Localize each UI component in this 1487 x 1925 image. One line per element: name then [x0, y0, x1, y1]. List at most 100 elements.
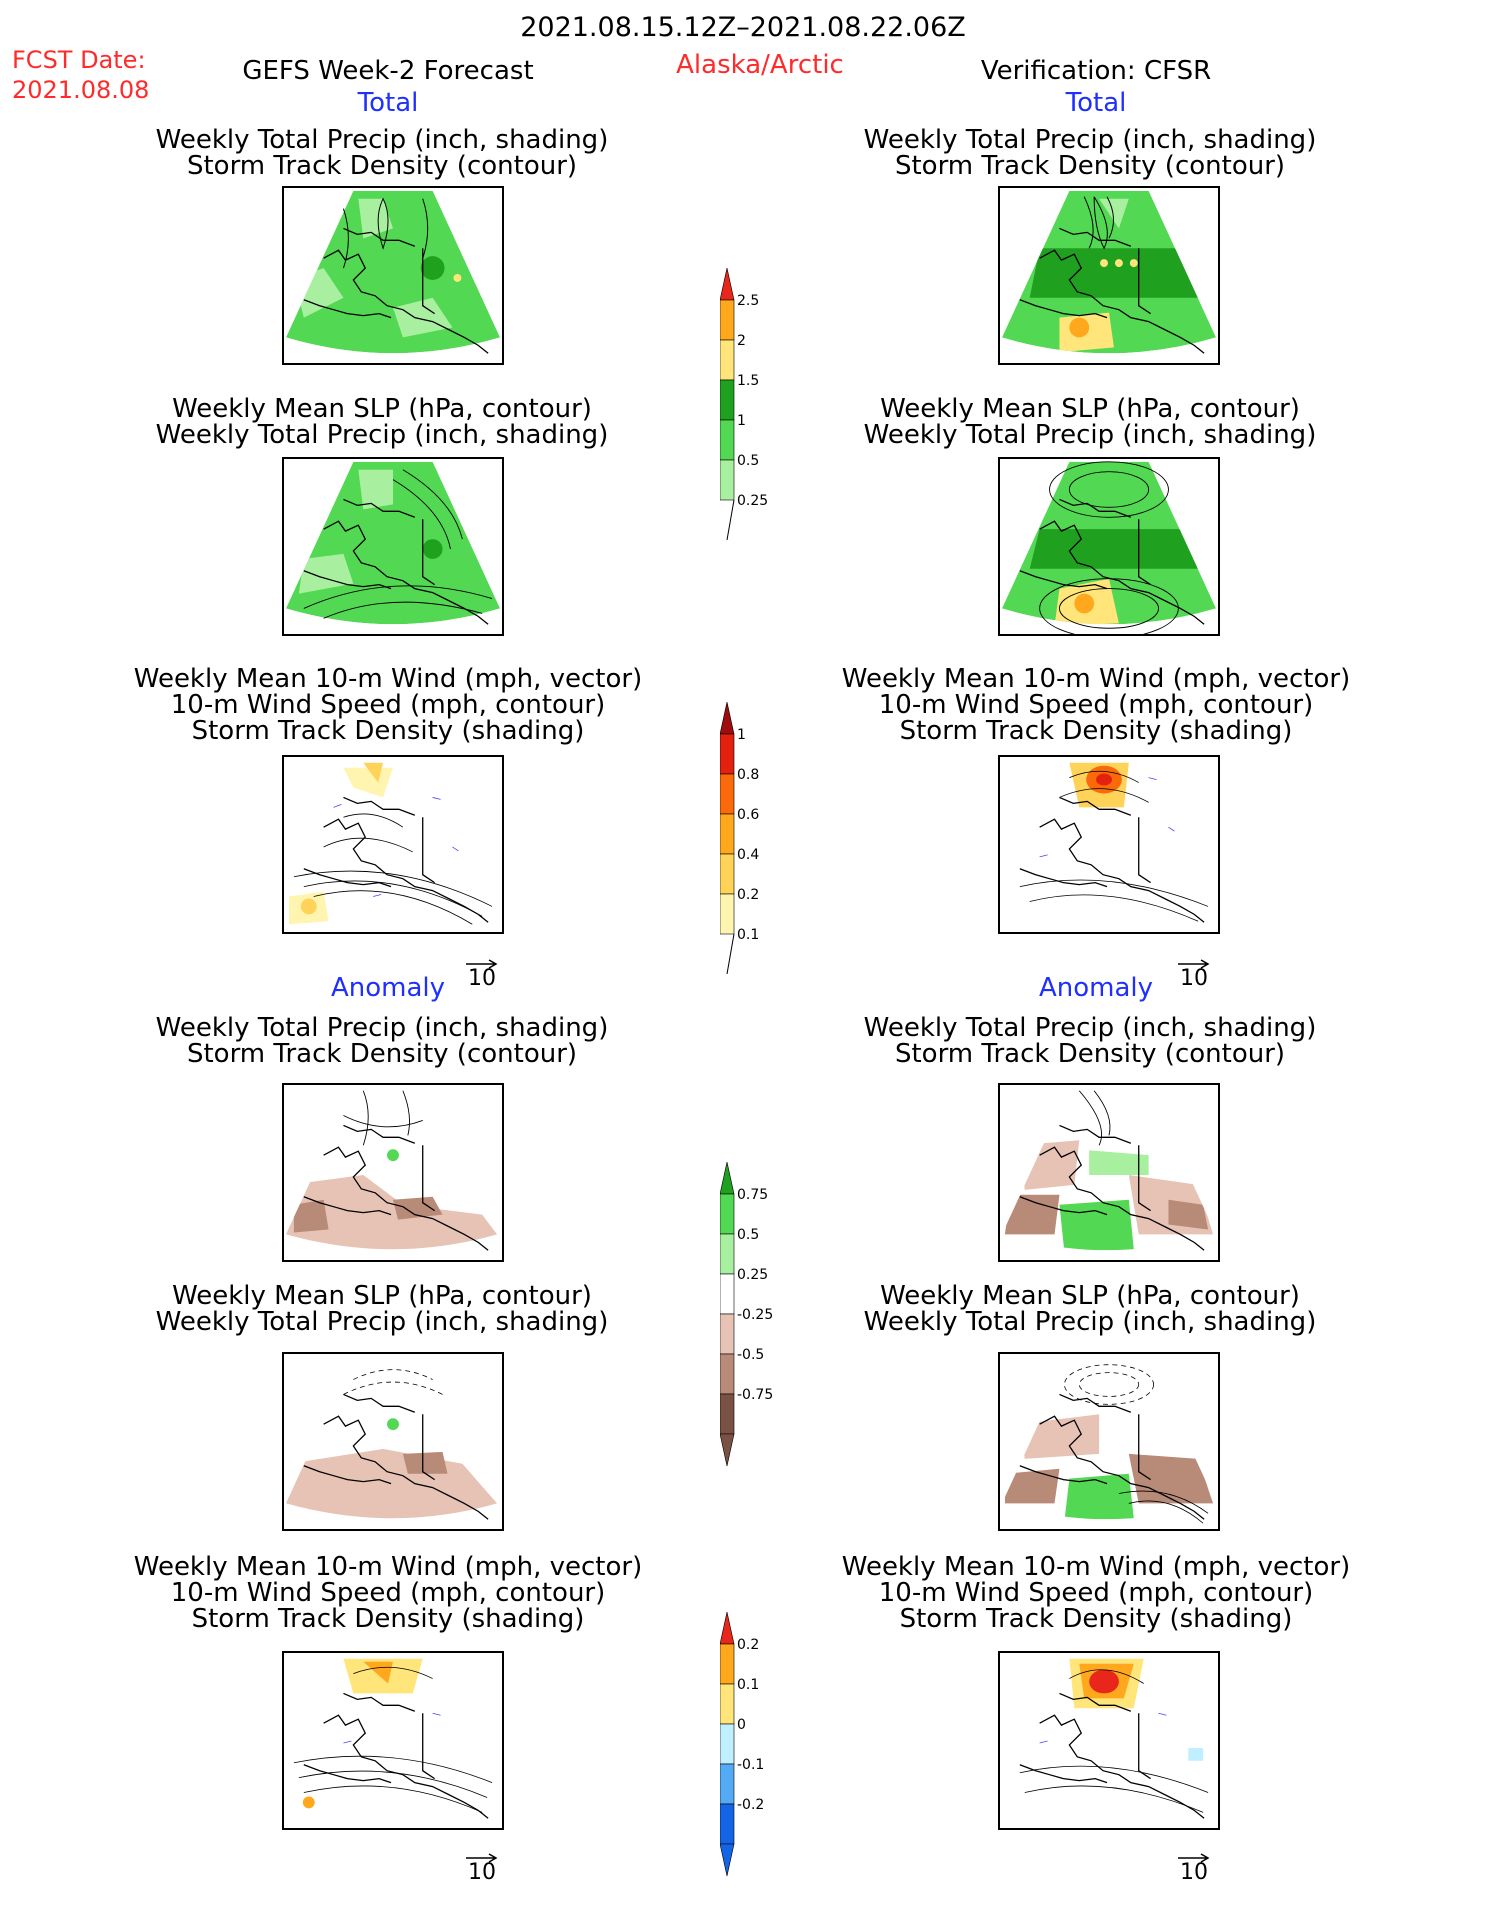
colorbar-top-cap: [719, 1161, 735, 1195]
colorbar-storm-anomaly: 0.2 0.1 0 -0.1 -0.2: [719, 1611, 790, 1920]
panel-title-line: Storm Track Density (shading): [191, 716, 585, 746]
panel-title-line: Weekly Total Precip (inch, shading): [155, 125, 609, 155]
fcst-date-value: 2021.08.08: [12, 76, 150, 104]
colorbar-label: 2.5: [737, 293, 759, 309]
map-total-precip-cfsr: [998, 186, 1220, 365]
colorbar-segment: [719, 1643, 735, 1685]
panel-title-line: Weekly Total Precip (inch, shading): [155, 420, 609, 450]
panel-title-line: 10-m Wind Speed (mph, contour): [878, 690, 1314, 720]
forecast-title: GEFS Week-2 Forecast: [242, 56, 534, 86]
fcst-date-label: FCST Date:: [12, 46, 146, 74]
colorbar-label: 1: [737, 413, 746, 429]
colorbar-segment: [719, 339, 735, 381]
colorbar-label: 0.2: [737, 887, 759, 903]
colorbar-tail: [726, 499, 735, 541]
colorbar-segment: [719, 379, 735, 421]
colorbar-label: 0.6: [737, 807, 759, 823]
panel-title-line: Weekly Total Precip (inch, shading): [863, 420, 1317, 450]
verification-label: Verification: CFSR: [980, 56, 1212, 86]
colorbar-label: 0.2: [737, 1637, 759, 1653]
panel-title-line: Weekly Total Precip (inch, shading): [863, 125, 1317, 155]
colorbar-segment: [719, 1353, 735, 1395]
panel-title-line: Weekly Total Precip (inch, shading): [155, 1013, 609, 1043]
colorbar-precip-total: 2.5 2 1.5 1 0.5 0.25: [719, 267, 790, 584]
colorbar-segment: [719, 1273, 735, 1315]
map-total-wind-cfsr: [998, 755, 1220, 934]
colorbar-label: -0.1: [737, 1757, 764, 1773]
panel-title-line: Weekly Mean 10-m Wind (mph, vector): [841, 1552, 1351, 1582]
panel-title-line: Storm Track Density (contour): [186, 1039, 578, 1069]
colorbar-svg: 2.5 2 1.5 1 0.5 0.25: [719, 267, 768, 541]
colorbar-svg: 0.75 0.5 0.25 -0.25 -0.5 -0.75: [719, 1161, 773, 1467]
map-anom-precip-cfsr: [998, 1083, 1220, 1262]
map-total-slp-gefs: [282, 457, 504, 636]
colorbar-segment: [719, 853, 735, 895]
panel-title-line: Storm Track Density (shading): [191, 1604, 585, 1634]
panel-title-line: Weekly Mean 10-m Wind (mph, vector): [133, 664, 643, 694]
panel-title-line: Storm Track Density (contour): [894, 151, 1286, 181]
colorbar-svg: 1 0.8 0.6 0.4 0.2 0.1: [719, 701, 759, 975]
colorbar-label: 0.5: [737, 1227, 759, 1243]
colorbar-segment: [719, 1393, 735, 1435]
colorbar-segment: [719, 419, 735, 461]
colorbar-segment: [719, 733, 735, 775]
panel-title-line: Weekly Total Precip (inch, shading): [863, 1013, 1317, 1043]
colorbar-segment: [719, 893, 735, 935]
colorbar-precip-anomaly: 0.75 0.5 0.25 -0.25 -0.5 -0.75: [719, 1161, 790, 1510]
panel-title-line: Weekly Total Precip (inch, shading): [155, 1307, 609, 1337]
vector-reference: 10: [462, 1852, 502, 1885]
panel-title-line: Weekly Mean SLP (hPa, contour): [880, 1281, 1300, 1311]
colorbar-segment: [719, 1763, 735, 1805]
section-total-left: Total: [357, 88, 419, 118]
colorbar-top-cap: [719, 1611, 735, 1645]
map-total-wind-gefs: [282, 755, 504, 934]
colorbar-segment: [719, 1193, 735, 1235]
colorbar-label: 1: [737, 727, 746, 743]
colorbar-segment: [719, 773, 735, 815]
panel-title-line: Storm Track Density (contour): [894, 1039, 1286, 1069]
map-anom-wind-cfsr: [998, 1651, 1220, 1830]
panel-title-line: 10-m Wind Speed (mph, contour): [170, 1578, 606, 1608]
vector-reference: 10: [1174, 1852, 1214, 1885]
colorbar-tail: [726, 933, 735, 975]
panel-title-line: Weekly Mean SLP (hPa, contour): [172, 1281, 592, 1311]
colorbar-label: -0.5: [737, 1347, 764, 1363]
colorbar-top-cap: [719, 701, 735, 735]
panel-title-line: Weekly Mean SLP (hPa, contour): [172, 394, 592, 424]
colorbar-label: 0.25: [737, 1267, 768, 1283]
colorbar-svg: 0.2 0.1 0 -0.1 -0.2: [719, 1611, 764, 1877]
colorbar-bottom-cap: [719, 1843, 735, 1877]
panel-title-line: Weekly Mean SLP (hPa, contour): [880, 394, 1300, 424]
colorbar-bottom-cap: [719, 1433, 735, 1467]
section-total-right: Total: [1065, 88, 1127, 118]
date-range-title: 2021.08.15.12Z–2021.08.22.06Z: [520, 12, 966, 43]
map-total-slp-cfsr: [998, 457, 1220, 636]
colorbar-label: 2: [737, 333, 746, 349]
colorbar-segment: [719, 1233, 735, 1275]
colorbar-label: 0.1: [737, 927, 759, 943]
panel-title-line: Weekly Total Precip (inch, shading): [863, 1307, 1317, 1337]
colorbar-label: -0.75: [737, 1387, 773, 1403]
colorbar-segment: [719, 459, 735, 501]
map-total-precip-gefs: [282, 186, 504, 365]
colorbar-label: 0.1: [737, 1677, 759, 1693]
colorbar-segment: [719, 1683, 735, 1725]
colorbar-segment: [719, 813, 735, 855]
vector-reference: 10: [462, 958, 502, 991]
colorbar-label: -0.2: [737, 1797, 764, 1813]
colorbar-segment: [719, 1313, 735, 1355]
map-anom-slp-cfsr: [998, 1352, 1220, 1531]
panel-title-line: 10-m Wind Speed (mph, contour): [878, 1578, 1314, 1608]
section-anomaly-left: Anomaly: [330, 973, 446, 1003]
map-anom-precip-gefs: [282, 1083, 504, 1262]
colorbar-label: 0.25: [737, 493, 768, 509]
colorbar-label: 0.8: [737, 767, 759, 783]
colorbar-label: 0: [737, 1717, 746, 1733]
colorbar-segment: [719, 299, 735, 341]
panel-title-line: Weekly Mean 10-m Wind (mph, vector): [841, 664, 1351, 694]
map-anom-wind-gefs: [282, 1651, 504, 1830]
colorbar-segment: [719, 1723, 735, 1765]
colorbar-segment: [719, 1803, 735, 1845]
section-anomaly-right: Anomaly: [1038, 973, 1154, 1003]
colorbar-label: -0.25: [737, 1307, 773, 1323]
